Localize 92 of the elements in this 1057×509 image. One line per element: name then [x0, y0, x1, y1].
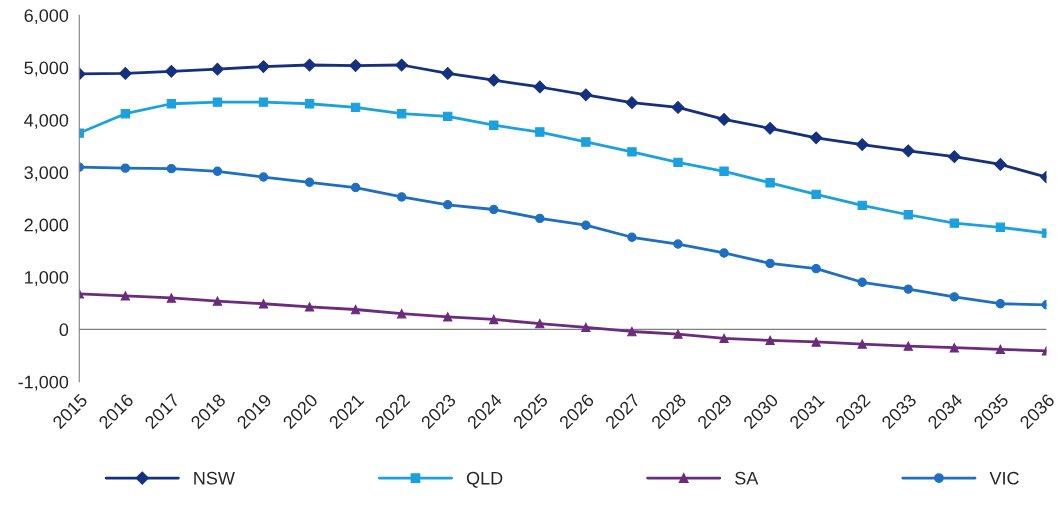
point	[489, 204, 499, 215]
point	[489, 314, 499, 325]
point	[212, 296, 223, 306]
point	[765, 178, 775, 188]
point	[765, 258, 775, 269]
point	[441, 66, 455, 80]
point	[625, 96, 639, 110]
point	[396, 192, 407, 202]
point	[673, 239, 683, 249]
point	[304, 99, 315, 109]
point	[719, 333, 729, 343]
point	[627, 232, 637, 242]
point	[443, 312, 453, 322]
point	[949, 292, 960, 302]
point	[671, 101, 685, 114]
point	[120, 109, 131, 119]
point	[581, 220, 591, 230]
point	[258, 172, 269, 182]
point	[304, 302, 315, 312]
point	[627, 147, 637, 157]
point	[995, 299, 1006, 309]
point	[811, 263, 821, 274]
point	[673, 157, 683, 168]
point	[258, 299, 269, 309]
point	[995, 222, 1006, 232]
point	[118, 66, 132, 80]
point	[995, 344, 1006, 354]
point	[579, 88, 593, 102]
point	[164, 64, 178, 78]
point	[120, 291, 131, 301]
point	[857, 339, 867, 349]
y-tick-label: 0	[59, 323, 69, 337]
point	[166, 293, 177, 303]
point	[443, 200, 453, 210]
y-tick-label: 3,000	[24, 166, 69, 182]
point	[350, 102, 361, 113]
point	[811, 337, 821, 347]
point	[857, 200, 867, 210]
point	[717, 113, 731, 126]
point	[857, 277, 867, 287]
y-tick-label: 6,000	[24, 9, 69, 25]
point	[901, 144, 915, 158]
point	[304, 177, 315, 187]
legend-label: QLD	[466, 471, 503, 488]
y-tick-label: 1,000	[25, 270, 69, 286]
point	[811, 189, 821, 200]
point	[258, 97, 269, 107]
point	[949, 343, 960, 353]
point	[533, 80, 547, 94]
point	[349, 59, 363, 72]
point	[903, 210, 913, 220]
point	[487, 73, 501, 87]
point	[396, 109, 407, 119]
point	[581, 322, 591, 332]
point	[581, 137, 591, 147]
legend-label: VIC	[989, 471, 1019, 485]
point	[855, 138, 869, 151]
point	[350, 304, 361, 315]
point	[211, 62, 224, 76]
point	[120, 163, 131, 173]
point	[303, 58, 316, 72]
point	[673, 329, 683, 339]
point	[903, 284, 913, 294]
y-tick-label: 2,000	[24, 218, 69, 234]
y-tick-label: -1,000	[18, 375, 69, 391]
point	[350, 182, 361, 193]
point	[535, 318, 545, 329]
point	[396, 309, 407, 319]
point	[809, 131, 823, 145]
point	[627, 326, 637, 337]
point	[903, 341, 913, 351]
point	[993, 158, 1007, 171]
point	[166, 99, 177, 109]
point	[395, 58, 409, 72]
point	[763, 121, 777, 135]
point	[535, 127, 545, 137]
y-tick-label: 4,000	[24, 113, 69, 129]
point	[719, 166, 729, 176]
point	[212, 97, 223, 107]
point	[719, 248, 729, 258]
y-tick-label: 5,000	[24, 61, 69, 77]
point	[166, 163, 177, 174]
point	[947, 150, 961, 164]
point	[765, 335, 775, 346]
point	[212, 166, 223, 176]
legend-label: SA	[735, 471, 759, 485]
legend-label: NSW	[194, 471, 235, 485]
point	[489, 120, 499, 130]
point	[535, 213, 545, 224]
point	[443, 111, 453, 121]
point	[257, 60, 270, 73]
point	[949, 218, 960, 228]
